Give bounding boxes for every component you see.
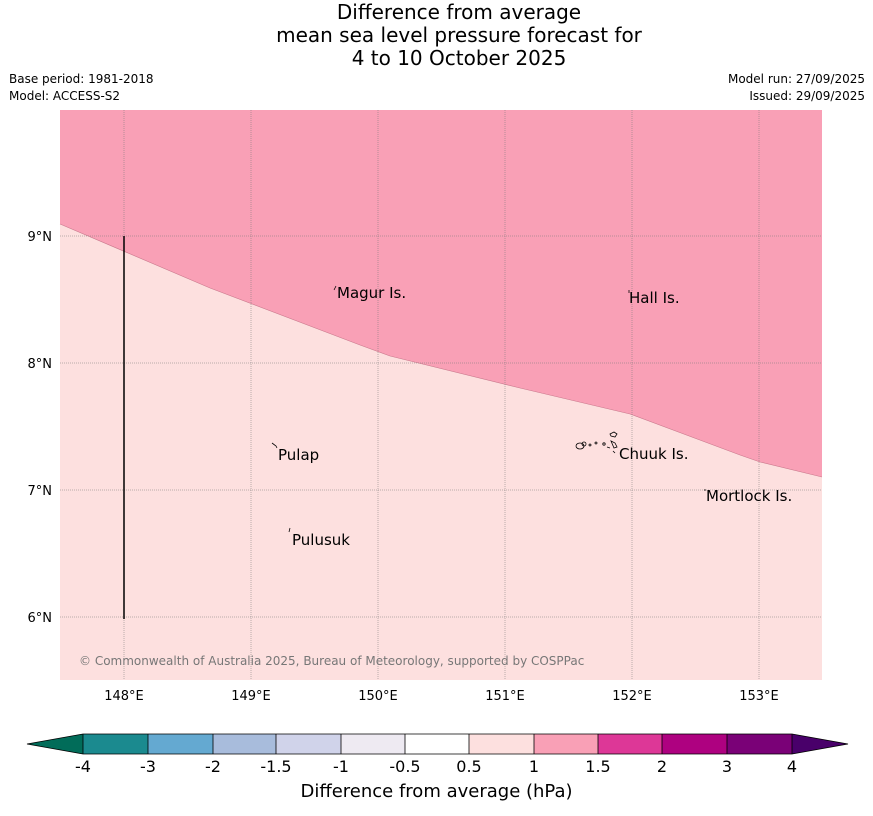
colorbar-tick: -4	[75, 757, 91, 776]
colorbar-tick: -1.5	[260, 757, 292, 776]
colorbar-tick: -1	[333, 757, 349, 776]
lon-label-153: 153°E	[739, 689, 779, 704]
island-pulusuk	[288, 527, 291, 533]
label-magur: Magur Is.	[337, 284, 406, 302]
colorbar-tick: 1.5	[585, 757, 611, 776]
island-chuuk	[575, 431, 618, 454]
lon-label-152: 152°E	[612, 689, 652, 704]
colorbar-extend-low	[27, 734, 83, 754]
islands	[271, 285, 706, 533]
colorbar-segment-2	[148, 734, 213, 754]
island-magur	[333, 285, 337, 291]
lon-label-149: 149°E	[231, 689, 271, 704]
colorbar-segment-8	[534, 734, 598, 754]
colorbar	[26, 733, 849, 755]
colorbar-segment-3	[213, 734, 276, 754]
base-period: Base period: 1981-2018	[9, 72, 154, 86]
colorbar-tick: 4	[786, 757, 798, 776]
contour-line	[59, 223, 823, 478]
lat-label-7: 7°N	[28, 484, 53, 499]
meta-right: Model run: 27/09/2025 Issued: 29/09/2025	[728, 71, 865, 105]
label-pulap: Pulap	[278, 446, 319, 464]
label-pulusuk: Pulusuk	[292, 531, 350, 549]
lat-label-6: 6°N	[28, 611, 53, 626]
colorbar-segment-6	[405, 734, 469, 754]
island-pulap	[271, 442, 278, 449]
colorbar-tick: -2	[205, 757, 221, 776]
colorbar-segment-1	[83, 734, 148, 754]
colorbar-segment-9	[598, 734, 662, 754]
meta-left: Base period: 1981-2018 Model: ACCESS-S2	[9, 71, 154, 105]
colorbar-dividers	[82, 734, 793, 754]
colorbar-tick: 2	[656, 757, 668, 776]
lon-label-148: 148°E	[104, 689, 144, 704]
colorbar-tick: 3	[721, 757, 733, 776]
lat-label-8: 8°N	[28, 357, 53, 372]
title-line-2: mean sea level pressure forecast for	[276, 23, 642, 47]
colorbar-label: Difference from average (hPa)	[300, 781, 573, 802]
colorbar-segment-4	[276, 734, 341, 754]
colorbar-segment-5	[341, 734, 405, 754]
colorbar-extend-high	[792, 734, 848, 754]
colorbar-segment-7	[469, 734, 534, 754]
lon-label-150: 150°E	[358, 689, 398, 704]
colorbar-tick: -3	[140, 757, 156, 776]
title-line-1: Difference from average	[336, 0, 582, 24]
copyright-text: © Commonwealth of Australia 2025, Bureau…	[79, 654, 584, 668]
label-chuuk: Chuuk Is.	[619, 445, 688, 463]
colorbar-segment-10	[662, 734, 727, 754]
lat-label-9: 9°N	[28, 230, 53, 245]
model-name: Model: ACCESS-S2	[9, 89, 121, 103]
colorbar-tick: 0.5	[456, 757, 482, 776]
colorbar-tick: 1	[528, 757, 540, 776]
model-run: Model run: 27/09/2025	[727, 72, 865, 86]
colorbar-tick: -0.5	[389, 757, 421, 776]
lon-label-151: 151°E	[485, 689, 525, 704]
label-mortlock: Mortlock Is.	[706, 487, 792, 505]
colorbar-segment-11	[727, 734, 792, 754]
label-hall: Hall Is.	[629, 289, 680, 307]
issued-date: Issued: 29/09/2025	[749, 89, 865, 103]
title-line-3: 4 to 10 October 2025	[351, 46, 567, 70]
zone-high	[60, 110, 822, 477]
